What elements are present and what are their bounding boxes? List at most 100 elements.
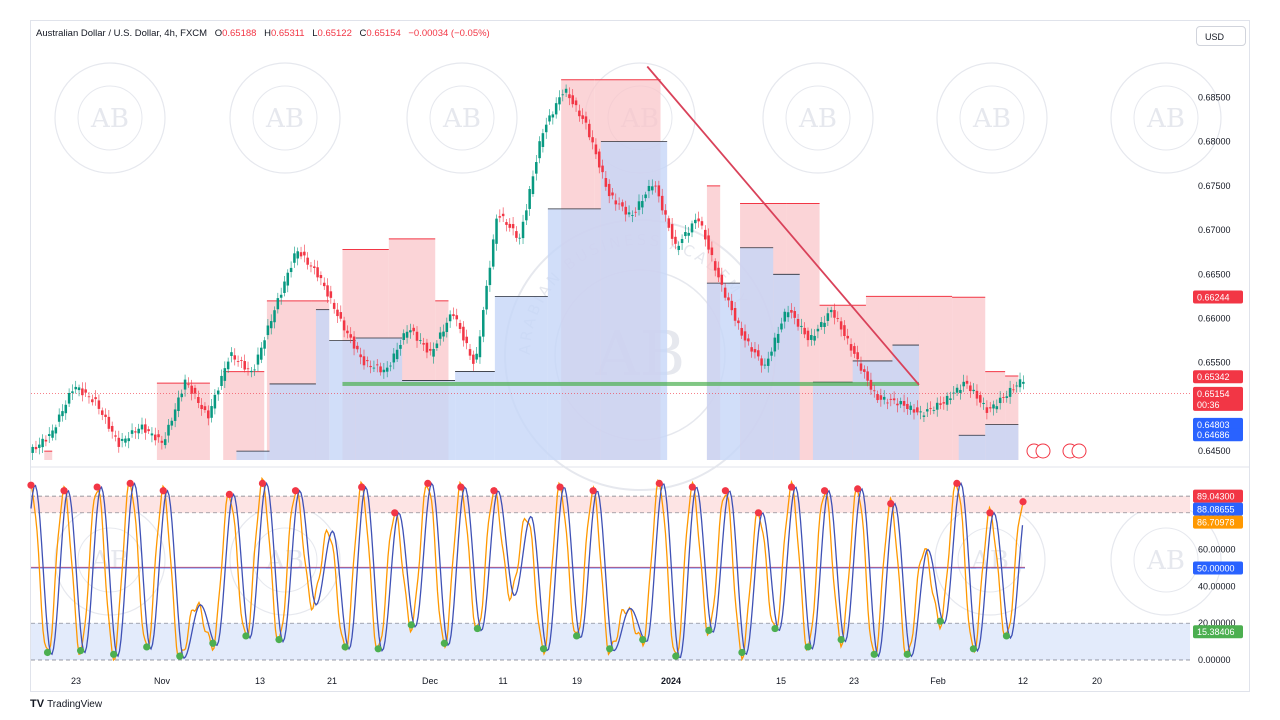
price-axis-tick: 0.66000	[1198, 314, 1231, 324]
candle-body	[866, 371, 869, 381]
candle-body	[455, 315, 459, 320]
candle-body	[193, 387, 197, 394]
watermark-ring	[54, 62, 166, 174]
candle-body	[680, 239, 684, 244]
candle-body	[260, 347, 263, 360]
candle-body	[859, 363, 863, 371]
support-zone	[852, 360, 893, 460]
candle-body	[833, 310, 836, 318]
candle-body	[551, 114, 555, 118]
candle-body	[309, 265, 313, 267]
oscillator-axis-tick: 20.00000	[1198, 618, 1236, 628]
watermark-text: AB	[798, 104, 837, 134]
candle-body	[687, 232, 690, 236]
oversold-signal-dot	[1002, 632, 1011, 640]
candle-body	[127, 438, 131, 442]
candle-body	[836, 318, 840, 319]
oversold-signal-dot	[639, 636, 647, 644]
candle-body	[1018, 379, 1022, 388]
candle-body	[906, 403, 909, 410]
candle-body	[935, 402, 939, 410]
stochastic-oscillator-pane[interactable]	[27, 476, 1190, 662]
symbol-title[interactable]: Australian Dollar / U.S. Dollar, 4h, FXC…	[36, 28, 208, 39]
candle-body	[601, 165, 604, 173]
oversold-signal-dot	[473, 624, 481, 633]
candle-body	[243, 361, 246, 370]
overbought-signal-dot	[986, 509, 994, 517]
candle-body	[720, 274, 724, 285]
support-zone	[269, 383, 316, 460]
candle-body	[385, 367, 389, 372]
candle-body	[44, 439, 48, 442]
watermark-text: AB	[970, 546, 1009, 576]
economic-event-icon[interactable]	[1035, 443, 1051, 459]
oscillator-tag-bg	[1193, 502, 1243, 516]
watermark-inner-ring	[1133, 527, 1199, 593]
candle-body	[137, 428, 140, 434]
support-zone	[494, 296, 548, 460]
candle-body	[899, 401, 903, 405]
candle-body	[998, 397, 1002, 404]
candle-body	[240, 360, 243, 362]
candle-body	[786, 312, 790, 318]
candle-body	[743, 331, 747, 341]
candle-body	[399, 344, 402, 349]
main-price-pane[interactable]	[31, 65, 1190, 461]
candle-body	[945, 395, 949, 405]
support-zone	[892, 345, 919, 460]
candle-body	[220, 375, 223, 386]
candle-body	[892, 398, 896, 401]
candle-body	[909, 405, 912, 410]
candle-body	[803, 327, 806, 335]
candle-body	[766, 358, 770, 366]
watermark-text: AB	[90, 104, 129, 134]
watermark-ring	[1110, 62, 1222, 174]
candle-body	[677, 245, 681, 250]
currency-button[interactable]: USD	[1196, 26, 1246, 46]
economic-event-icon[interactable]	[1071, 443, 1087, 459]
watermark-text: AB	[265, 104, 304, 134]
candle-body	[34, 446, 38, 450]
candle-body	[329, 291, 333, 298]
close-label: C	[359, 28, 367, 39]
overbought-signal-dot	[27, 481, 35, 489]
watermark-text: AB	[972, 104, 1011, 134]
time-axis-tick: 15	[776, 676, 786, 686]
support-zone	[402, 380, 456, 460]
overbought-signal-dot	[93, 483, 101, 491]
candle-body	[753, 349, 757, 353]
candle-body	[611, 192, 614, 196]
time-axis-tick: 11	[498, 676, 507, 686]
candle-body	[882, 396, 886, 400]
candle-body	[581, 115, 584, 119]
candle-body	[286, 272, 290, 286]
oscillator-tag-bg	[1193, 489, 1243, 503]
candle-body	[110, 425, 114, 432]
low-value: 0.65122	[317, 28, 352, 39]
candle-body	[558, 97, 561, 105]
support-zone	[740, 247, 774, 460]
candle-body	[356, 345, 359, 350]
candle-body	[710, 247, 714, 256]
candle-body	[819, 322, 823, 328]
overbought-signal-dot	[655, 479, 663, 487]
high-label: H	[264, 28, 271, 39]
candle-body	[389, 365, 392, 367]
candle-body	[293, 253, 296, 263]
overbought-signal-dot	[159, 487, 167, 495]
candle-body	[561, 94, 565, 96]
candle-body	[1002, 397, 1005, 398]
candle-body	[816, 328, 820, 332]
candle-body	[319, 275, 323, 279]
support-zone	[958, 435, 986, 460]
tradingview-brand[interactable]: TV TradingView	[30, 698, 102, 710]
oscillator-tag-bg	[1193, 625, 1243, 639]
price-tag: 0.65342	[1197, 372, 1230, 382]
overbought-signal-dot	[953, 479, 961, 487]
overbought-signal-dot	[258, 479, 267, 487]
overbought-signal-dot	[556, 483, 564, 491]
resistance-zone	[952, 297, 986, 460]
overbought-signal-dot	[291, 487, 300, 495]
candle-body	[279, 294, 283, 298]
